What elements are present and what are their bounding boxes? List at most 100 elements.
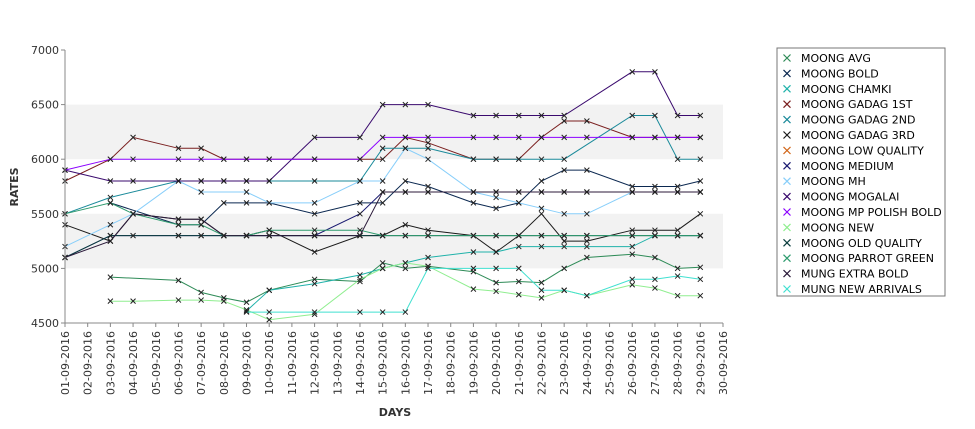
- data-point: [107, 178, 114, 184]
- data-point: [243, 189, 250, 195]
- x-tick-label: 03-09-2016: [104, 331, 117, 395]
- data-point: [652, 285, 658, 291]
- data-point: [379, 189, 386, 195]
- legend-label: MUNG NEW ARRIVALS: [801, 283, 922, 296]
- data-point: [561, 265, 568, 272]
- data-point: [561, 134, 568, 141]
- data-point: [402, 221, 409, 228]
- legend-marker: [783, 208, 791, 216]
- x-tick-label: 14-09-2016: [354, 331, 367, 395]
- data-point: [425, 232, 431, 239]
- data-point: [107, 232, 114, 239]
- x-tick-label: 25-09-2016: [604, 331, 617, 395]
- data-point: [425, 139, 431, 146]
- y-tick-label: 7000: [31, 44, 59, 57]
- data-point: [470, 232, 477, 239]
- data-point: [652, 227, 658, 234]
- data-point: [266, 287, 273, 294]
- data-point: [538, 205, 545, 212]
- data-point: [243, 307, 250, 313]
- data-point: [470, 286, 477, 293]
- data-point: [175, 216, 182, 223]
- data-point: [379, 156, 386, 163]
- data-point: [425, 134, 431, 141]
- legend-item-mung-extra-bold: MUNG EXTRA BOLD: [783, 268, 909, 281]
- legend-label: MOONG CHAMKI: [801, 83, 891, 96]
- data-point: [357, 309, 363, 315]
- legend-marker: [783, 192, 791, 201]
- data-point: [357, 134, 363, 141]
- data-point: [198, 221, 204, 228]
- data-point: [515, 265, 522, 272]
- data-point: [515, 278, 522, 285]
- legend-marker: [783, 223, 791, 232]
- x-tick-label: 08-09-2016: [218, 331, 231, 395]
- data-point: [220, 200, 227, 206]
- data-point: [175, 232, 182, 239]
- data-point: [266, 200, 273, 206]
- data-point: [493, 265, 499, 272]
- data-point: [515, 189, 522, 195]
- data-point: [629, 183, 636, 190]
- data-point: [107, 200, 114, 206]
- x-tick-label: 27-09-2016: [649, 331, 662, 395]
- data-point: [311, 200, 318, 206]
- data-point: [425, 263, 431, 270]
- data-point: [402, 134, 409, 141]
- legend-frame: [776, 47, 946, 297]
- data-point: [652, 189, 658, 195]
- data-point: [674, 134, 681, 141]
- data-point: [311, 249, 318, 255]
- data-point: [697, 112, 704, 119]
- x-tick-label: 01-09-2016: [59, 331, 72, 395]
- y-axis-ticks: 4500 5000 5500 6000 6500 7000: [31, 44, 65, 330]
- axes: [64, 50, 723, 324]
- data-point: [175, 178, 182, 184]
- legend-marker: [783, 161, 791, 170]
- legend-item-moong-gadag-3rd: MOONG GADAG 3RD: [783, 129, 915, 142]
- data-point: [357, 200, 363, 206]
- data-point: [130, 134, 136, 141]
- data-point: [697, 178, 704, 184]
- x-tick-label: 11-09-2016: [286, 331, 299, 395]
- data-point: [379, 309, 386, 315]
- data-point: [674, 265, 681, 272]
- data-point: [515, 200, 522, 206]
- x-tick-label: 09-09-2016: [241, 331, 254, 395]
- data-point: [493, 112, 499, 119]
- data-point: [538, 178, 545, 184]
- data-point: [425, 156, 431, 163]
- data-point: [379, 134, 386, 141]
- data-point: [357, 272, 363, 278]
- x-tick-label: 21-09-2016: [513, 331, 526, 395]
- data-point: [220, 178, 227, 184]
- data-point: [515, 291, 522, 298]
- data-point: [379, 145, 386, 152]
- data-point: [243, 299, 250, 306]
- legend-marker: [783, 238, 791, 247]
- data-point: [493, 249, 499, 255]
- x-tick-label: 30-09-2016: [717, 331, 730, 395]
- data-point: [515, 243, 522, 250]
- data-point: [674, 292, 681, 299]
- data-point: [674, 112, 681, 119]
- data-point: [584, 210, 590, 217]
- data-point: [584, 134, 590, 141]
- data-point: [538, 189, 545, 195]
- data-point: [198, 297, 204, 303]
- data-point: [107, 221, 114, 228]
- data-point: [515, 156, 522, 163]
- x-tick-label: 12-09-2016: [309, 331, 322, 395]
- data-point: [175, 277, 182, 284]
- data-point: [652, 68, 658, 75]
- data-point: [266, 309, 273, 315]
- data-point: [652, 254, 658, 261]
- x-tick-label: 17-09-2016: [422, 331, 435, 395]
- legend-label: MUNG EXTRA BOLD: [801, 268, 909, 281]
- legend-item-moong-mh: MOONG MH: [783, 175, 866, 188]
- data-point: [652, 112, 658, 119]
- data-point: [493, 279, 499, 286]
- legend-item-moong-mogalai: MOONG MOGALAI: [783, 191, 899, 204]
- x-tick-label: 05-09-2016: [150, 331, 163, 395]
- legend-marker: [783, 84, 791, 93]
